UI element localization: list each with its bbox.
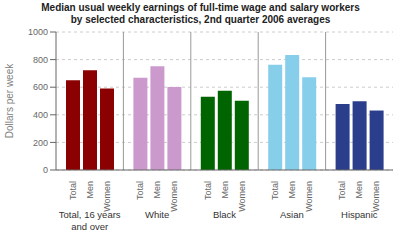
svg-text:Men: Men [287,181,297,199]
svg-text:Total, 16 yearsand over: Total, 16 yearsand over [59,209,121,232]
svg-text:Total: Total [68,181,78,200]
svg-text:Asian: Asian [280,209,304,220]
svg-text:Total: Total [203,181,213,200]
svg-text:Women: Women [169,181,179,212]
svg-text:Women: Women [237,181,247,212]
svg-text:Women: Women [102,181,112,212]
svg-text:Men: Men [85,181,95,199]
svg-text:Total: Total [337,181,347,200]
svg-text:Men: Men [354,181,364,199]
svg-text:White: White [145,209,169,220]
svg-text:Hispanic: Hispanic [341,209,378,220]
svg-text:Black: Black [213,209,236,220]
svg-text:0: 0 [43,165,48,175]
svg-text:400: 400 [33,110,48,120]
svg-text:Women: Women [304,181,314,212]
html-text:Median usual weekly earnings o: Median usual weekly earnings of full-tim… [41,2,360,25]
svg-text:Men: Men [152,181,162,199]
svg-text:1000: 1000 [28,28,48,37]
svg-text:200: 200 [33,138,48,148]
svg-text:800: 800 [33,55,48,65]
svg-text:Total: Total [135,181,145,200]
svg-text:600: 600 [33,82,48,92]
svg-text:Total: Total [270,181,280,200]
svg-text:Men: Men [220,181,230,199]
svg-text:Dollars per week: Dollars per week [8,63,15,138]
svg-text:Women: Women [371,181,381,212]
